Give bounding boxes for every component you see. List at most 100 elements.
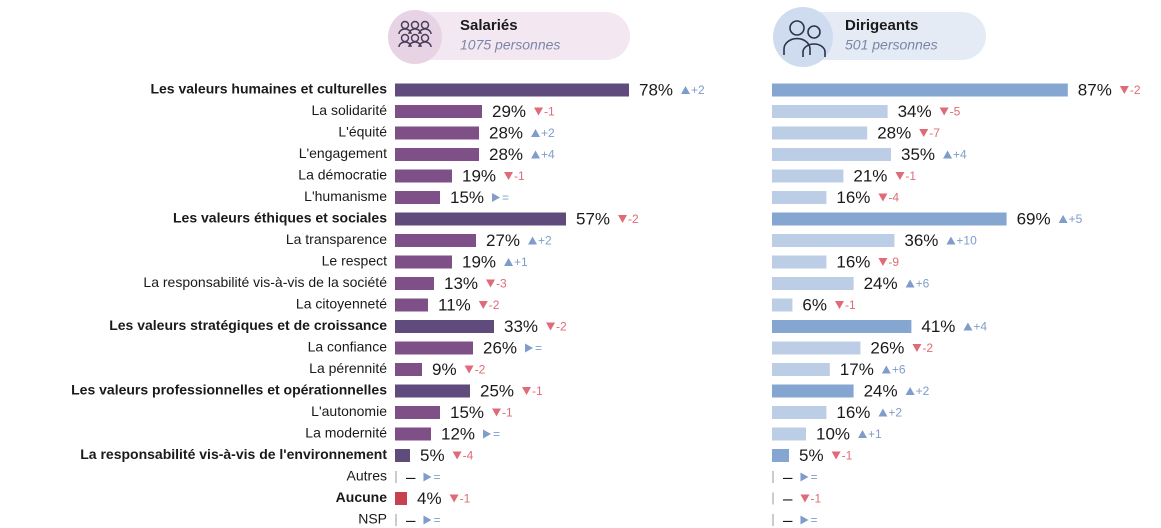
value-label: 16% [836,188,870,207]
change-label: -2 [475,363,486,377]
value-label: 28% [877,123,911,142]
value-label: 36% [904,231,938,250]
change-label: -1 [810,492,821,506]
bar [772,105,888,118]
change-arrow [878,193,888,202]
value-label: 17% [840,360,874,379]
change-arrow [504,172,514,180]
change-label: -5 [950,105,961,119]
change-arrow [423,515,432,525]
bar [395,427,431,441]
bar [395,105,482,118]
change-label: = [810,513,817,527]
change-arrow [878,408,888,417]
value-label: 15% [450,188,484,207]
bar [395,148,479,161]
value-label: 11% [438,295,471,314]
category-label: La transparence [286,231,387,247]
category-label: Autres [347,468,387,484]
change-arrow [834,301,844,309]
bar [395,83,629,97]
value-label: 10% [816,424,850,443]
value-label: 35% [901,145,935,164]
header-dirigeants: Dirigeants 501 personnes [773,7,986,67]
change-arrow [1119,86,1129,94]
change-arrow [800,494,810,503]
value-label: 9% [432,360,457,379]
change-label: +2 [538,234,552,248]
category-label: La responsabilité vis-à-vis de la sociét… [143,274,387,290]
people-icon [398,20,432,48]
change-label: -2 [556,320,567,334]
bar [395,320,494,333]
change-arrow [831,451,841,460]
bar [772,298,793,312]
category-label: La modernité [305,425,387,441]
bar [395,341,473,355]
change-arrow [878,258,888,266]
bar [772,191,827,204]
change-label: +4 [973,320,987,334]
series-name: Dirigeants [845,17,918,34]
change-label: -2 [489,298,500,312]
value-label: – [783,510,793,528]
category-label: Les valeurs stratégiques et de croissanc… [109,317,387,333]
value-label: 15% [450,403,484,422]
value-label: – [783,467,793,486]
change-label: -4 [888,191,899,205]
category-label: La pérennité [309,360,387,376]
change-label: -3 [496,277,507,291]
series-subtitle: 1075 personnes [460,37,560,53]
value-label: 13% [444,274,478,293]
change-arrow [905,279,915,288]
category-label: NSP [358,511,387,527]
value-label: 12% [441,424,475,443]
change-label: +4 [541,148,555,162]
change-arrow [895,172,905,180]
change-arrow [522,387,532,395]
change-arrow [905,387,915,395]
bar [395,126,479,140]
category-label: Les valeurs humaines et culturelles [150,81,387,97]
category-label: La responsabilité vis-à-vis de l'environ… [80,446,387,462]
change-arrow [881,365,891,374]
change-label: +2 [691,83,705,97]
category-label: La citoyenneté [296,296,387,312]
value-label: 29% [492,102,526,121]
series-name: Salariés [460,17,518,34]
change-label: +4 [953,148,967,162]
value-label: 5% [420,446,445,465]
change-label: = [433,513,440,527]
category-label: La démocratie [298,167,387,183]
change-label: +1 [868,427,882,441]
value-label: 4% [417,489,442,508]
bar [395,191,440,204]
value-label: 26% [483,338,517,357]
change-arrow [504,258,514,266]
category-label: Aucune [336,489,388,505]
change-arrow [800,515,809,525]
change-label: -9 [888,255,899,269]
change-arrow [1058,215,1068,223]
value-label: 25% [480,381,514,400]
change-label: +2 [916,384,930,398]
change-arrow [486,279,496,288]
value-label: – [406,510,416,528]
bar [772,449,789,462]
value-label: – [783,489,793,508]
value-label: 21% [853,166,887,185]
change-label: = [535,341,542,355]
person-icon [783,20,826,57]
bar [772,255,827,269]
bar [772,320,912,333]
value-label: 27% [486,231,520,250]
category-label: Le respect [322,253,387,269]
change-arrow [531,129,541,137]
header-icon [388,10,442,64]
change-arrow [423,472,432,482]
change-arrow [464,365,474,374]
change-arrow [546,322,556,331]
change-arrow [681,86,691,94]
change-arrow [919,129,929,137]
